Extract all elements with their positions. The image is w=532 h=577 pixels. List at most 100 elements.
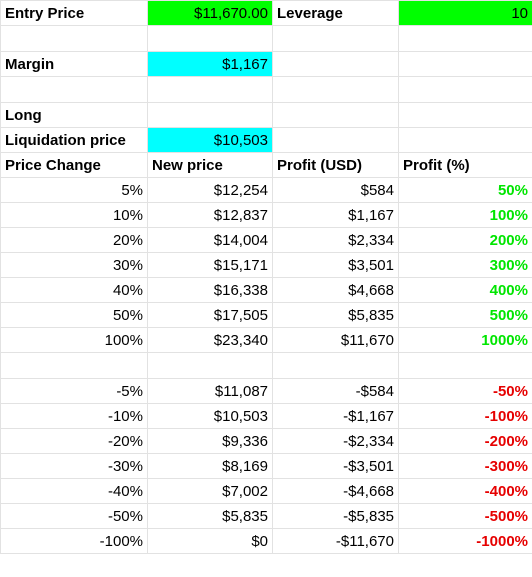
- profit-usd-cell[interactable]: $3,501: [272, 252, 399, 278]
- new-price-cell[interactable]: $17,505: [147, 302, 273, 328]
- profit-pct-cell[interactable]: 400%: [398, 277, 532, 303]
- profit-usd-cell[interactable]: -$584: [272, 378, 399, 404]
- empty-cell[interactable]: [398, 127, 532, 153]
- profit-usd-cell[interactable]: -$5,835: [272, 503, 399, 529]
- table-row: -30% $8,169 -$3,501 -300%: [0, 453, 532, 479]
- empty-cell[interactable]: [147, 25, 273, 52]
- table-row: 40% $16,338 $4,668 400%: [0, 277, 532, 303]
- table-row: -5% $11,087 -$584 -50%: [0, 378, 532, 404]
- new-price-cell[interactable]: $12,254: [147, 177, 273, 203]
- new-price-cell[interactable]: $23,340: [147, 327, 273, 353]
- profit-pct-cell[interactable]: 100%: [398, 202, 532, 228]
- profit-usd-cell[interactable]: $1,167: [272, 202, 399, 228]
- profit-pct-cell[interactable]: 1000%: [398, 327, 532, 353]
- profit-usd-cell[interactable]: -$3,501: [272, 453, 399, 479]
- entry-price-label[interactable]: Entry Price: [0, 0, 148, 26]
- price-change-cell[interactable]: 5%: [0, 177, 148, 203]
- profit-usd-cell[interactable]: $11,670: [272, 327, 399, 353]
- price-change-cell[interactable]: 20%: [0, 227, 148, 253]
- profit-pct-cell[interactable]: 50%: [398, 177, 532, 203]
- header-price-change[interactable]: Price Change: [0, 152, 148, 178]
- empty-cell[interactable]: [272, 127, 399, 153]
- empty-cell[interactable]: [272, 25, 399, 52]
- price-change-cell[interactable]: 10%: [0, 202, 148, 228]
- new-price-cell[interactable]: $12,837: [147, 202, 273, 228]
- price-change-cell[interactable]: -40%: [0, 478, 148, 504]
- price-change-cell[interactable]: 100%: [0, 327, 148, 353]
- profit-usd-cell[interactable]: -$4,668: [272, 478, 399, 504]
- profit-pct-cell[interactable]: -50%: [398, 378, 532, 404]
- price-change-cell[interactable]: -10%: [0, 403, 148, 429]
- empty-cell[interactable]: [147, 102, 273, 128]
- profit-usd-cell[interactable]: $584: [272, 177, 399, 203]
- new-price-cell[interactable]: $11,087: [147, 378, 273, 404]
- empty-cell[interactable]: [272, 102, 399, 128]
- empty-cell[interactable]: [398, 102, 532, 128]
- empty-cell[interactable]: [147, 352, 273, 379]
- margin-value[interactable]: $1,167: [147, 51, 273, 77]
- profit-pct-cell[interactable]: -100%: [398, 403, 532, 429]
- liquidation-label[interactable]: Liquidation price: [0, 127, 148, 153]
- table-row: -20% $9,336 -$2,334 -200%: [0, 428, 532, 454]
- price-change-cell[interactable]: 40%: [0, 277, 148, 303]
- table-row: 100% $23,340 $11,670 1000%: [0, 327, 532, 353]
- new-price-cell[interactable]: $9,336: [147, 428, 273, 454]
- price-change-cell[interactable]: -100%: [0, 528, 148, 554]
- row-position: Long: [0, 102, 532, 128]
- empty-row: [0, 352, 532, 379]
- empty-cell[interactable]: [272, 352, 399, 379]
- header-new-price[interactable]: New price: [147, 152, 273, 178]
- empty-cell[interactable]: [0, 25, 148, 52]
- price-change-cell[interactable]: -50%: [0, 503, 148, 529]
- empty-cell[interactable]: [398, 352, 532, 379]
- header-profit-usd[interactable]: Profit (USD): [272, 152, 399, 178]
- empty-cell[interactable]: [398, 76, 532, 103]
- table-row: -50% $5,835 -$5,835 -500%: [0, 503, 532, 529]
- empty-cell[interactable]: [147, 76, 273, 103]
- table-row: -10% $10,503 -$1,167 -100%: [0, 403, 532, 429]
- new-price-cell[interactable]: $14,004: [147, 227, 273, 253]
- profit-usd-cell[interactable]: -$11,670: [272, 528, 399, 554]
- profit-usd-cell[interactable]: $2,334: [272, 227, 399, 253]
- empty-cell[interactable]: [272, 76, 399, 103]
- price-change-cell[interactable]: -5%: [0, 378, 148, 404]
- empty-cell[interactable]: [398, 51, 532, 77]
- row-margin: Margin $1,167: [0, 51, 532, 77]
- row-entry-price: Entry Price $11,670.00 Leverage 10: [0, 0, 532, 26]
- empty-cell[interactable]: [398, 25, 532, 52]
- new-price-cell[interactable]: $7,002: [147, 478, 273, 504]
- price-change-cell[interactable]: -30%: [0, 453, 148, 479]
- new-price-cell[interactable]: $0: [147, 528, 273, 554]
- profit-usd-cell[interactable]: $4,668: [272, 277, 399, 303]
- profit-pct-cell[interactable]: -500%: [398, 503, 532, 529]
- price-change-cell[interactable]: 30%: [0, 252, 148, 278]
- profit-pct-cell[interactable]: -400%: [398, 478, 532, 504]
- empty-cell[interactable]: [272, 51, 399, 77]
- empty-cell[interactable]: [0, 76, 148, 103]
- profit-pct-cell[interactable]: 500%: [398, 302, 532, 328]
- price-change-cell[interactable]: -20%: [0, 428, 148, 454]
- profit-usd-cell[interactable]: -$1,167: [272, 403, 399, 429]
- profit-pct-cell[interactable]: -300%: [398, 453, 532, 479]
- liquidation-value[interactable]: $10,503: [147, 127, 273, 153]
- leverage-label[interactable]: Leverage: [272, 0, 399, 26]
- profit-pct-cell[interactable]: -1000%: [398, 528, 532, 554]
- leverage-value[interactable]: 10: [398, 0, 532, 26]
- new-price-cell[interactable]: $10,503: [147, 403, 273, 429]
- header-profit-pct[interactable]: Profit (%): [398, 152, 532, 178]
- table-row: 5% $12,254 $584 50%: [0, 177, 532, 203]
- entry-price-value[interactable]: $11,670.00: [147, 0, 273, 26]
- margin-label[interactable]: Margin: [0, 51, 148, 77]
- position-label[interactable]: Long: [0, 102, 148, 128]
- profit-usd-cell[interactable]: -$2,334: [272, 428, 399, 454]
- new-price-cell[interactable]: $16,338: [147, 277, 273, 303]
- empty-cell[interactable]: [0, 352, 148, 379]
- price-change-cell[interactable]: 50%: [0, 302, 148, 328]
- profit-pct-cell[interactable]: 200%: [398, 227, 532, 253]
- profit-usd-cell[interactable]: $5,835: [272, 302, 399, 328]
- new-price-cell[interactable]: $15,171: [147, 252, 273, 278]
- profit-pct-cell[interactable]: -200%: [398, 428, 532, 454]
- profit-pct-cell[interactable]: 300%: [398, 252, 532, 278]
- new-price-cell[interactable]: $8,169: [147, 453, 273, 479]
- new-price-cell[interactable]: $5,835: [147, 503, 273, 529]
